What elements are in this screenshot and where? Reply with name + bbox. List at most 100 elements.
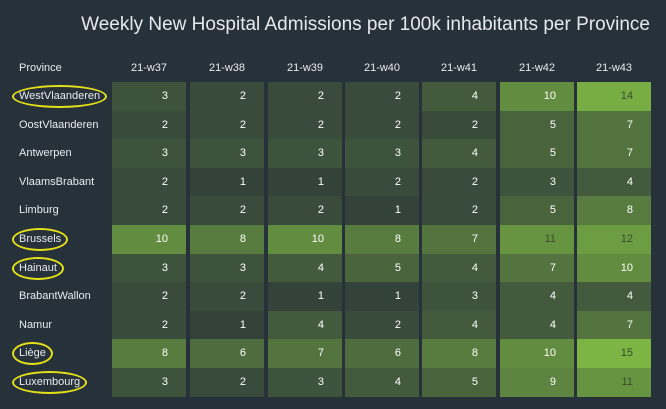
row-label: Hainaut bbox=[12, 254, 64, 282]
column-header: 21-w41 bbox=[440, 62, 478, 74]
heatmap-cell: 7 bbox=[500, 253, 574, 283]
row-label-text: Antwerpen bbox=[19, 147, 72, 160]
heatmap-cell: 8 bbox=[112, 339, 186, 368]
heatmap-cell: 2 bbox=[268, 82, 342, 111]
heatmap-cell: 11 bbox=[500, 225, 574, 254]
column-header: 21-w43 bbox=[595, 62, 633, 74]
heatmap-cell: 7 bbox=[577, 110, 651, 140]
heatmap-cell: 2 bbox=[112, 196, 186, 225]
row-header: Province bbox=[19, 62, 62, 74]
row-label: Liège bbox=[12, 339, 53, 367]
heatmap-cell: 4 bbox=[500, 282, 574, 311]
row-label: Namur bbox=[19, 311, 52, 339]
column-header: 21-w37 bbox=[130, 62, 168, 74]
heatmap-cell: 2 bbox=[345, 167, 419, 197]
heatmap-cell: 2 bbox=[345, 82, 419, 111]
row-label: OostVlaanderen bbox=[19, 111, 99, 139]
heatmap-cell: 3 bbox=[112, 368, 186, 397]
highlight-ellipse bbox=[12, 228, 68, 251]
heatmap-cell: 4 bbox=[577, 282, 651, 311]
heatmap-cell: 2 bbox=[268, 196, 342, 225]
heatmap-cell: 2 bbox=[190, 82, 264, 111]
heatmap-cell: 3 bbox=[268, 368, 342, 397]
heatmap-cell: 4 bbox=[422, 139, 496, 168]
heatmap-cell: 5 bbox=[422, 368, 496, 397]
heatmap-cell: 4 bbox=[422, 310, 496, 340]
heatmap-cell: 5 bbox=[500, 139, 574, 168]
heatmap-cell: 5 bbox=[500, 196, 574, 225]
heatmap-cell: 8 bbox=[422, 339, 496, 368]
row-label-text: BrabantWallon bbox=[19, 290, 91, 303]
heatmap-cell: 4 bbox=[345, 368, 419, 397]
heatmap-cell: 10 bbox=[112, 225, 186, 254]
heatmap-cell: 2 bbox=[422, 110, 496, 140]
heatmap-cell: 4 bbox=[500, 310, 574, 340]
heatmap-cell: 1 bbox=[268, 282, 342, 311]
heatmap-cell: 3 bbox=[190, 139, 264, 168]
heatmap-cell: 2 bbox=[345, 310, 419, 340]
row-label: Antwerpen bbox=[19, 139, 72, 167]
heatmap-cell: 1 bbox=[345, 282, 419, 311]
heatmap-cell: 2 bbox=[422, 196, 496, 225]
heatmap-cell: 8 bbox=[577, 196, 651, 225]
heatmap-cell: 5 bbox=[345, 253, 419, 283]
heatmap-cell: 12 bbox=[577, 225, 651, 254]
row-label: WestVlaanderen bbox=[12, 82, 107, 110]
heatmap-cell: 3 bbox=[112, 139, 186, 168]
row-label: BrabantWallon bbox=[19, 282, 91, 310]
heatmap-cell: 2 bbox=[112, 282, 186, 311]
heatmap-cell: 6 bbox=[345, 339, 419, 368]
highlight-ellipse bbox=[12, 342, 53, 366]
row-label-text: VlaamsBrabant bbox=[19, 175, 95, 188]
heatmap-cell: 1 bbox=[345, 196, 419, 225]
heatmap-cell: 15 bbox=[577, 339, 651, 368]
column-header: 21-w40 bbox=[363, 62, 401, 74]
heatmap-cell: 2 bbox=[190, 196, 264, 225]
heatmap-cell: 2 bbox=[190, 110, 264, 140]
heatmap-cell: 11 bbox=[577, 368, 651, 397]
heatmap-cell: 2 bbox=[190, 368, 264, 397]
column-header: 21-w42 bbox=[518, 62, 556, 74]
heatmap-cell: 5 bbox=[500, 110, 574, 140]
row-label: Limburg bbox=[19, 196, 59, 224]
heatmap-cell: 3 bbox=[268, 139, 342, 168]
heatmap-cell: 3 bbox=[500, 167, 574, 197]
heatmap-cell: 3 bbox=[345, 139, 419, 168]
heatmap-cell: 7 bbox=[268, 339, 342, 368]
highlight-ellipse bbox=[12, 371, 87, 394]
row-label: Luxembourg bbox=[12, 368, 87, 396]
heatmap-cell: 3 bbox=[422, 282, 496, 311]
heatmap-cell: 2 bbox=[268, 110, 342, 140]
heatmap-cell: 10 bbox=[268, 225, 342, 254]
chart-title: Weekly New Hospital Admissions per 100k … bbox=[81, 14, 650, 35]
heatmap-cell: 4 bbox=[422, 253, 496, 283]
heatmap-cell: 10 bbox=[577, 253, 651, 283]
heatmap-cell: 8 bbox=[190, 225, 264, 254]
row-label: VlaamsBrabant bbox=[19, 168, 94, 196]
highlight-ellipse bbox=[12, 85, 107, 108]
heatmap-cell: 14 bbox=[577, 82, 651, 111]
column-header: 21-w38 bbox=[208, 62, 246, 74]
heatmap-cell: 1 bbox=[190, 310, 264, 340]
heatmap-cell: 3 bbox=[112, 82, 186, 111]
heatmap-cell: 2 bbox=[112, 310, 186, 340]
row-label-text: OostVlaanderen bbox=[19, 118, 99, 131]
heatmap-cell: 1 bbox=[190, 167, 264, 197]
row-label: Brussels bbox=[12, 225, 68, 253]
heatmap-cell: 7 bbox=[577, 139, 651, 168]
heatmap-cell: 4 bbox=[268, 253, 342, 283]
column-header: 21-w39 bbox=[286, 62, 324, 74]
heatmap-cell: 4 bbox=[422, 82, 496, 111]
heatmap-cell: 2 bbox=[345, 110, 419, 140]
highlight-ellipse bbox=[12, 256, 64, 280]
heatmap-cell: 4 bbox=[577, 167, 651, 197]
heatmap-cell: 10 bbox=[500, 339, 574, 368]
heatmap-cell: 2 bbox=[112, 110, 186, 140]
row-label-text: Limburg bbox=[19, 204, 59, 217]
heatmap-cell: 2 bbox=[190, 282, 264, 311]
heatmap-cell: 7 bbox=[422, 225, 496, 254]
row-label-text: Namur bbox=[19, 318, 53, 331]
heatmap-cell: 2 bbox=[112, 167, 186, 197]
heatmap-cell: 3 bbox=[112, 253, 186, 283]
heatmap-cell: 10 bbox=[500, 82, 574, 111]
